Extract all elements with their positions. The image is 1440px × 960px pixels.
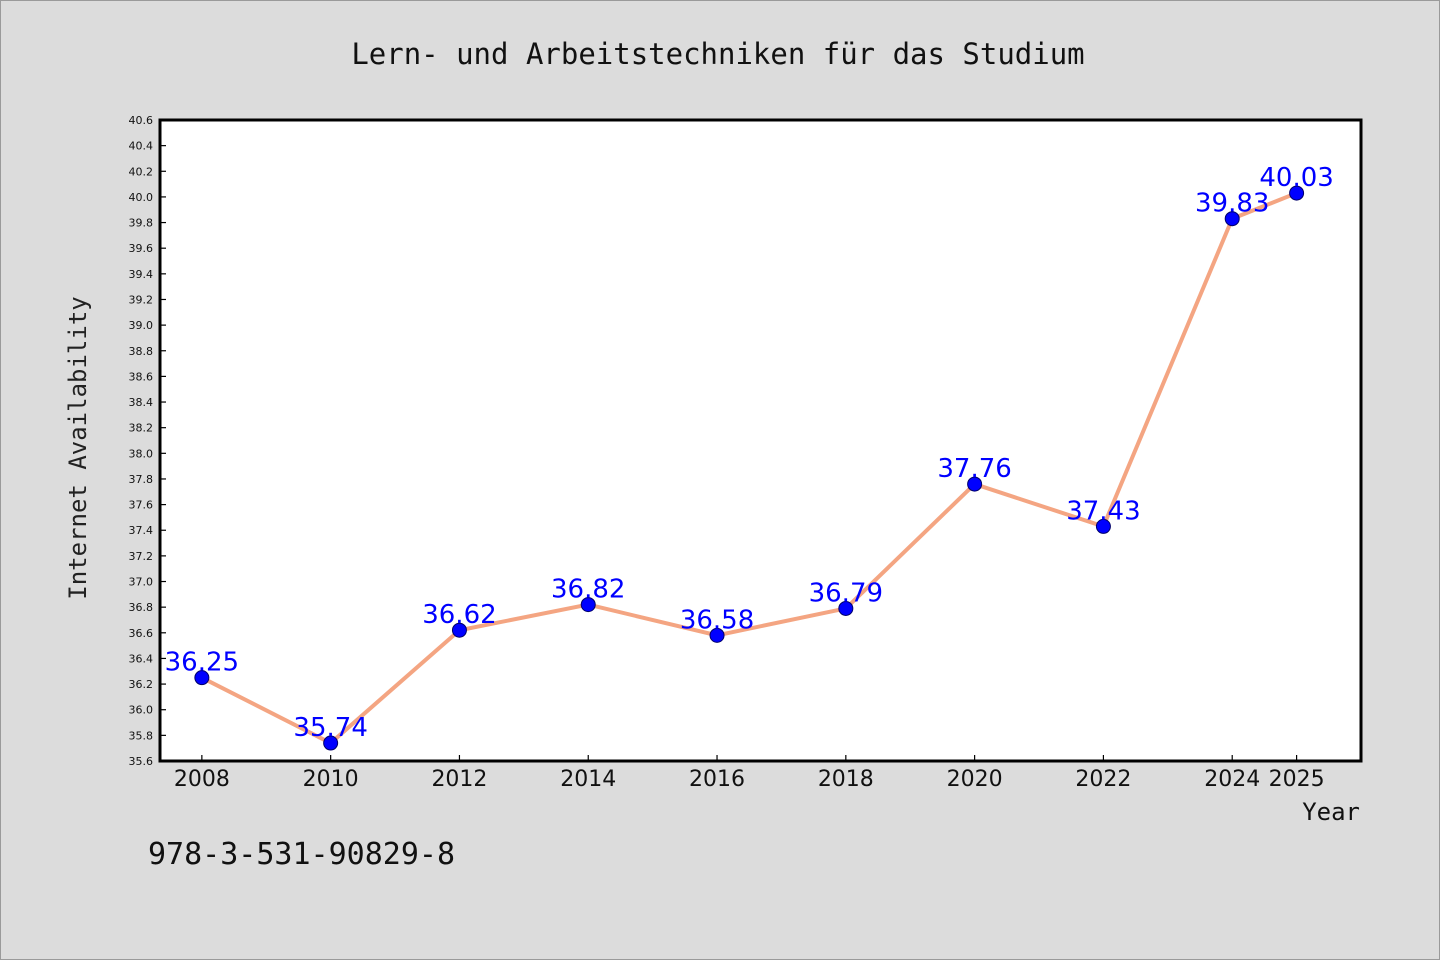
x-tick-label: 2012 (431, 767, 487, 792)
y-tick-label: 40.6 (129, 114, 154, 127)
data-label: 35.74 (293, 713, 367, 743)
isbn-text: 978-3-531-90829-8 (148, 837, 455, 872)
plot-area (158, 118, 1363, 763)
data-label: 40.03 (1259, 163, 1333, 193)
data-point (967, 476, 983, 492)
y-tick-label: 37.6 (129, 499, 154, 512)
chart-title: Lern- und Arbeitstechniken für das Studi… (351, 37, 1084, 71)
y-tick-label: 39.4 (129, 268, 154, 281)
y-tick-label: 37.2 (129, 550, 154, 563)
y-tick-label: 38.6 (129, 370, 154, 383)
y-tick-label: 38.2 (129, 422, 154, 435)
y-tick-label: 39.8 (129, 217, 154, 230)
x-tick-label: 2025 (1269, 767, 1325, 792)
y-tick-label: 40.4 (129, 140, 154, 153)
data-label: 36.25 (165, 648, 239, 678)
data-label: 36.79 (809, 578, 883, 608)
x-tick-label: 2022 (1075, 767, 1131, 792)
y-tick-label: 36.0 (129, 704, 154, 717)
x-tick-label: 2024 (1204, 767, 1260, 792)
y-tick-label: 39.6 (129, 242, 154, 255)
data-point (1095, 518, 1111, 534)
y-tick-label: 35.6 (129, 755, 154, 768)
x-axis-label: Year (1302, 798, 1360, 826)
data-point (709, 627, 725, 643)
data-label: 36.62 (422, 600, 496, 630)
y-tick-label: 38.4 (129, 396, 154, 409)
data-label: 37.76 (937, 454, 1011, 484)
y-tick-label: 37.8 (129, 473, 154, 486)
series-markers (194, 185, 1305, 751)
y-tick-label: 36.2 (129, 678, 154, 691)
y-tick-label: 37.0 (129, 576, 154, 589)
x-tick-label: 2014 (560, 767, 616, 792)
x-tick-label: 2020 (947, 767, 1003, 792)
data-point (838, 600, 854, 616)
data-point (323, 735, 339, 751)
data-label: 39.83 (1195, 189, 1269, 219)
data-point (1289, 185, 1305, 201)
data-labels: 36.25 35.74 36.62 36.82 36.58 36.79 37.76 37.43… (165, 163, 1334, 743)
series-line (200, 191, 1298, 746)
y-tick-label: 36.8 (129, 601, 154, 614)
y-tick-label: 38.8 (129, 345, 154, 358)
y-axis: 35.6 35.8 36.0 36.2 36.4 36.6 36.8 37.0 37.2 37.4… (129, 114, 166, 768)
y-tick-label: 36.6 (129, 627, 154, 640)
y-tick-label: 38.0 (129, 447, 154, 460)
data-point (451, 622, 467, 638)
data-point (194, 670, 210, 686)
data-label: 36.82 (551, 575, 625, 605)
data-point (1224, 211, 1240, 227)
data-label: 36.58 (680, 605, 754, 635)
data-label: 37.43 (1066, 496, 1140, 526)
x-axis: 2008 2010 2012 2014 2016 2018 2020 2022 2024 2025 (174, 755, 1325, 792)
y-tick-label: 40.2 (129, 165, 154, 178)
y-axis-label: Internet Availability (64, 296, 92, 599)
y-tick-label: 39.2 (129, 293, 154, 306)
x-tick-label: 2018 (818, 767, 874, 792)
y-tick-label: 37.4 (129, 524, 154, 537)
x-tick-label: 2016 (689, 767, 745, 792)
y-tick-label: 40.0 (129, 191, 154, 204)
y-tick-label: 39.0 (129, 319, 154, 332)
x-tick-label: 2008 (174, 767, 230, 792)
x-tick-label: 2010 (303, 767, 359, 792)
data-point (580, 597, 596, 613)
y-tick-label: 36.4 (129, 652, 154, 665)
y-tick-label: 35.8 (129, 729, 154, 742)
